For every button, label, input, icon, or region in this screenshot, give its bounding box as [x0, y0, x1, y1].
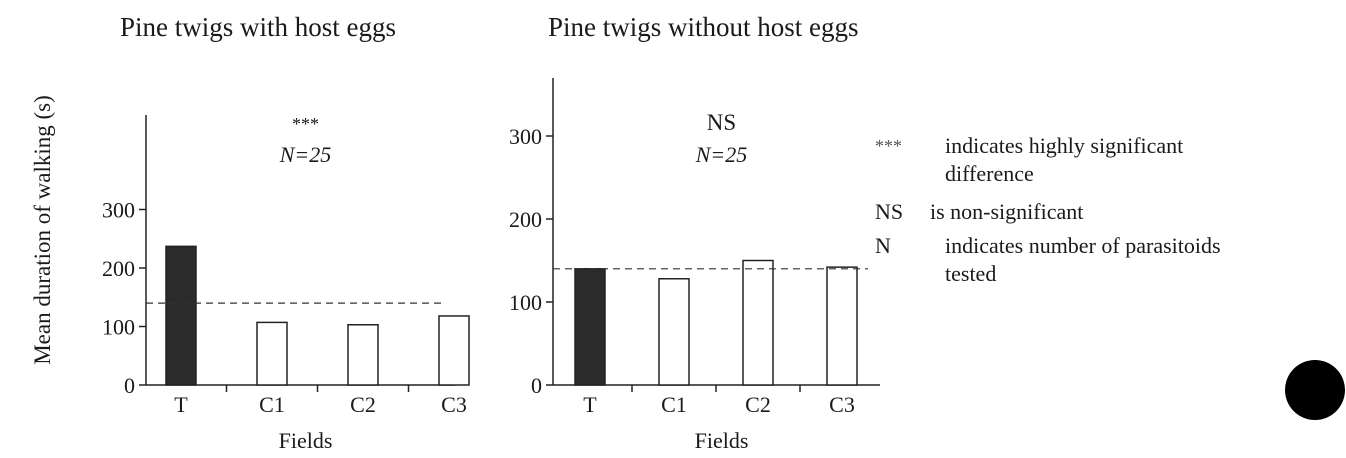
chart-2: 0 100 200 300 T C1 C2 C3 NS N=25 Fields: [509, 78, 880, 453]
y-axis-label: Mean duration of walking (s): [30, 95, 55, 365]
legend-item-n: N indicates number of parasitoids tested: [875, 232, 1335, 292]
n-label: N=25: [695, 142, 748, 167]
significance-label: NS: [707, 110, 736, 135]
bar-c2: [347, 323, 379, 386]
y-tick-label: 300: [509, 124, 542, 149]
chart-1: 0 100 200 300 T C1 C2 C3 *** N=25 Fields: [102, 114, 470, 453]
bar-c1: [658, 278, 690, 386]
bar-t: [574, 268, 606, 386]
chart-2-title: Pine twigs without host eggs: [548, 12, 859, 42]
legend-item-ns: NS is non-significant: [875, 198, 1335, 228]
significance-label: ***: [292, 114, 319, 134]
bar-c2: [742, 259, 774, 386]
legend-text-line: tested: [945, 261, 997, 286]
x-tick-label: C2: [350, 392, 376, 417]
y-tick-label: 300: [102, 198, 135, 223]
legend-item-significant: *** indicates highly significant differe…: [875, 132, 1335, 192]
legend-text: indicates highly significant difference: [945, 132, 1183, 188]
y-tick-label: 0: [531, 373, 542, 398]
legend-text: indicates number of parasitoids tested: [945, 232, 1221, 288]
x-tick-label: C3: [829, 392, 855, 417]
y-tick-label: 200: [509, 207, 542, 232]
x-tick-label: C1: [259, 392, 285, 417]
y-tick-label: 0: [124, 373, 135, 398]
x-axis-label: Fields: [279, 428, 333, 453]
n-label: N=25: [279, 142, 332, 167]
y-tick-label: 100: [509, 290, 542, 315]
x-tick-label: T: [174, 392, 188, 417]
legend-symbol: N: [875, 233, 891, 258]
y-tick-label: 200: [102, 256, 135, 281]
legend-text-line: indicates number of parasitoids: [945, 233, 1221, 258]
bar-c3: [438, 315, 470, 386]
x-tick-label: C3: [441, 392, 467, 417]
y-tick-label: 100: [102, 315, 135, 340]
chart-1-title: Pine twigs with host eggs: [120, 12, 397, 42]
x-tick-label: C2: [745, 392, 771, 417]
legend-text: is non-significant: [930, 199, 1084, 224]
legend-text-line: indicates highly significant: [945, 133, 1184, 158]
legend-text-line: difference: [945, 161, 1034, 186]
dot-decoration: [1285, 360, 1345, 420]
x-tick-label: T: [583, 392, 597, 417]
x-tick-label: C1: [661, 392, 687, 417]
legend-symbol: NS: [875, 199, 904, 224]
legend: *** indicates highly significant differe…: [875, 132, 1335, 332]
bar-c3: [826, 266, 858, 386]
x-axis-label: Fields: [695, 428, 749, 453]
bar-c1: [256, 321, 288, 386]
legend-symbol: ***: [875, 136, 902, 156]
bar-t: [165, 245, 197, 386]
